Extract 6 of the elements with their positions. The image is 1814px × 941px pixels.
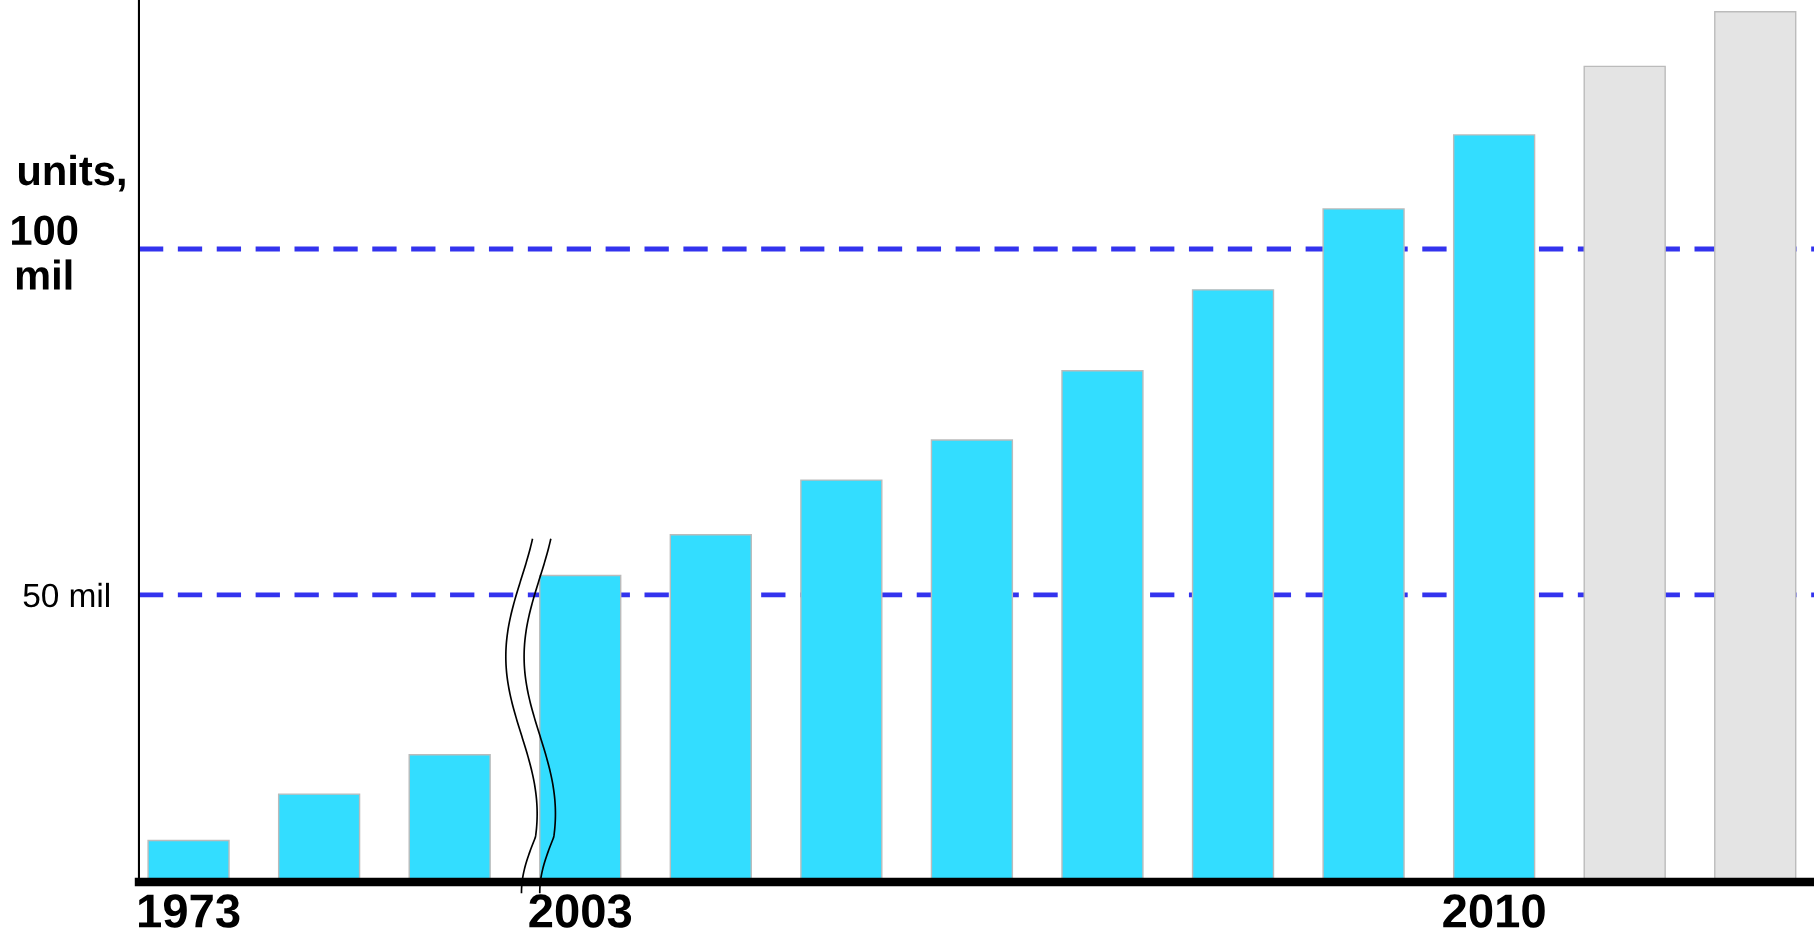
y-axis-title: units, [18,154,125,192]
x-tick-label: 2003 [529,894,632,928]
y-tick-label: 50 mil [23,582,109,608]
x-tick-label: 1973 [139,894,240,928]
x-tick-label: 2010 [1443,894,1545,928]
y-tick-label: 100 mil [12,215,78,290]
